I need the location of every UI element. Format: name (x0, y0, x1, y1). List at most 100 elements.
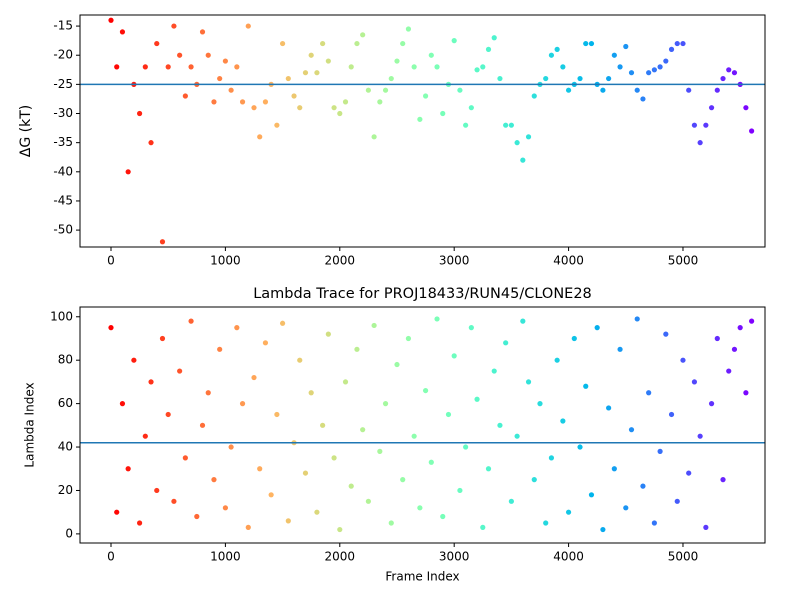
point (417, 505, 423, 511)
point (680, 40, 686, 47)
point (222, 58, 228, 64)
point (228, 444, 234, 450)
point (279, 40, 286, 47)
point (646, 390, 652, 396)
point (211, 477, 217, 483)
point (342, 379, 349, 385)
point (703, 122, 709, 128)
point (445, 411, 452, 418)
point (382, 87, 389, 93)
point (382, 401, 389, 407)
point (588, 492, 595, 498)
point (422, 93, 429, 99)
point (400, 40, 406, 47)
point (239, 99, 246, 105)
point (463, 122, 469, 128)
point (611, 52, 617, 58)
y-tick-label: -20 (53, 48, 73, 62)
point (377, 448, 383, 454)
point (485, 466, 492, 472)
point (320, 40, 326, 47)
point (325, 331, 331, 337)
point (623, 43, 629, 50)
point (468, 325, 474, 331)
point (388, 520, 394, 526)
point (600, 526, 606, 533)
point (749, 128, 755, 134)
point (657, 448, 663, 454)
point (720, 75, 726, 82)
x-tick-label: 3000 (439, 254, 470, 268)
point (514, 433, 520, 439)
point (285, 518, 291, 524)
point (360, 427, 366, 433)
point (400, 477, 406, 483)
point (148, 140, 154, 146)
point (217, 75, 223, 82)
point (177, 368, 183, 374)
point (663, 331, 669, 337)
point (548, 52, 555, 58)
point (697, 140, 703, 146)
point (640, 96, 646, 102)
point (314, 509, 320, 515)
point (171, 23, 177, 29)
point (119, 401, 126, 407)
point (428, 459, 434, 465)
point (371, 134, 377, 140)
point (491, 368, 497, 374)
point (525, 379, 532, 385)
point (691, 379, 698, 385)
y-tick-label: -30 (53, 106, 73, 120)
point (165, 411, 171, 418)
point (668, 411, 675, 418)
point (554, 357, 560, 363)
point (508, 122, 514, 128)
point (577, 444, 583, 450)
point (194, 513, 200, 520)
point (405, 26, 412, 32)
y-tick-label: 20 (58, 483, 73, 497)
point (131, 357, 137, 363)
point (617, 346, 623, 352)
point (674, 498, 680, 504)
point (142, 433, 148, 439)
point (560, 418, 566, 424)
point (331, 105, 337, 111)
point (108, 325, 114, 331)
point (686, 87, 692, 93)
point (703, 524, 709, 530)
point (108, 17, 114, 23)
point (726, 67, 732, 73)
point (137, 520, 143, 526)
point (297, 105, 303, 111)
point (600, 87, 606, 93)
point (394, 58, 400, 64)
point (125, 466, 131, 472)
point (628, 427, 635, 433)
point (543, 520, 549, 526)
point (337, 526, 343, 533)
point (337, 110, 343, 117)
point (365, 498, 371, 504)
point (743, 105, 749, 111)
point (342, 99, 349, 105)
point (320, 422, 326, 428)
point (302, 70, 309, 76)
point (188, 64, 194, 70)
point (234, 64, 240, 70)
point (640, 483, 646, 489)
axes-frame (79, 306, 766, 544)
point (354, 40, 360, 47)
point (663, 58, 669, 64)
y-tick-label: -25 (53, 77, 73, 91)
point (708, 401, 715, 407)
point (228, 87, 234, 93)
point (199, 422, 206, 428)
point (245, 23, 251, 29)
point (348, 64, 354, 70)
point (554, 46, 560, 52)
point (714, 335, 720, 342)
point (422, 387, 429, 394)
point (537, 401, 543, 407)
